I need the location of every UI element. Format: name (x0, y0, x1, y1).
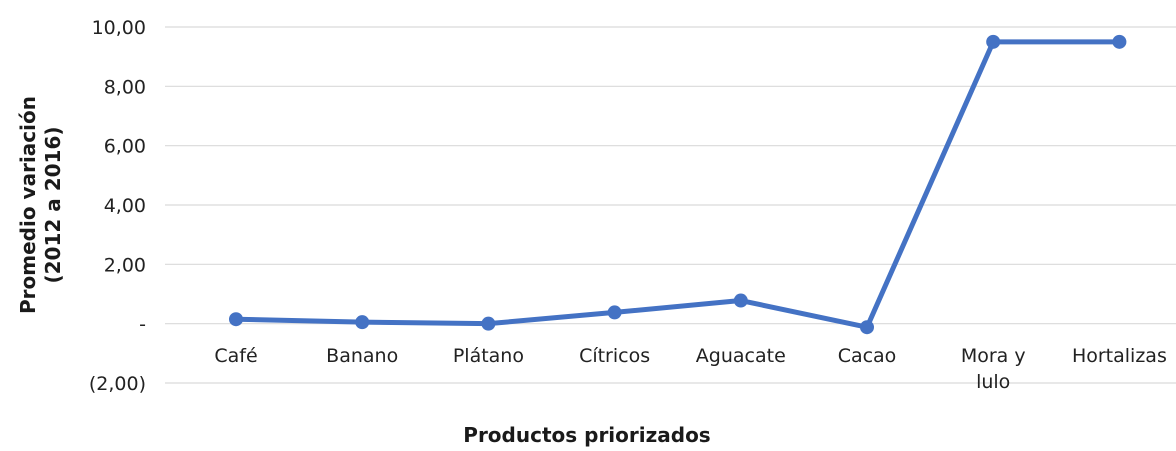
data-point (986, 35, 1000, 49)
y-tick-label: 6,00 (104, 136, 146, 158)
y-axis-title: Promedio variación(2012 a 2016) (16, 96, 65, 314)
y-tick-label: 2,00 (104, 254, 146, 276)
x-tick-label: Banano (326, 345, 398, 367)
x-tick-label: Plátano (453, 345, 524, 367)
x-axis-ticks: Café Banano Plátano Cítricos Aguacate Cacao Mo… (214, 345, 1166, 393)
y-axis-ticks: (2,00) - 2,00 4,00 6,00 8,00 10,00 (89, 17, 146, 395)
data-point (608, 305, 622, 319)
x-tick-label: Cítricos (579, 345, 650, 367)
data-point (481, 317, 495, 331)
x-tick-label: Hortalizas (1072, 345, 1167, 367)
x-axis-title: Productos priorizados (463, 423, 710, 447)
x-tick-label: Mora y lulo (961, 345, 1026, 393)
data-point (1112, 35, 1126, 49)
x-tick-label: Café (214, 345, 257, 367)
data-point (860, 320, 874, 334)
y-tick-label: - (139, 314, 146, 336)
y-tick-label: (2,00) (89, 373, 146, 395)
y-axis-title-text: Promedio variación(2012 a 2016) (16, 96, 65, 314)
data-point (355, 315, 369, 329)
gridlines (165, 27, 1176, 383)
series-group (229, 35, 1126, 334)
x-tick-label: Aguacate (696, 345, 786, 367)
series-line (236, 42, 1119, 327)
x-tick-label: Cacao (838, 345, 897, 367)
data-point (229, 312, 243, 326)
y-tick-label: 8,00 (104, 76, 146, 98)
y-tick-label: 10,00 (92, 17, 146, 39)
y-tick-label: 4,00 (104, 195, 146, 217)
data-point (734, 294, 748, 308)
